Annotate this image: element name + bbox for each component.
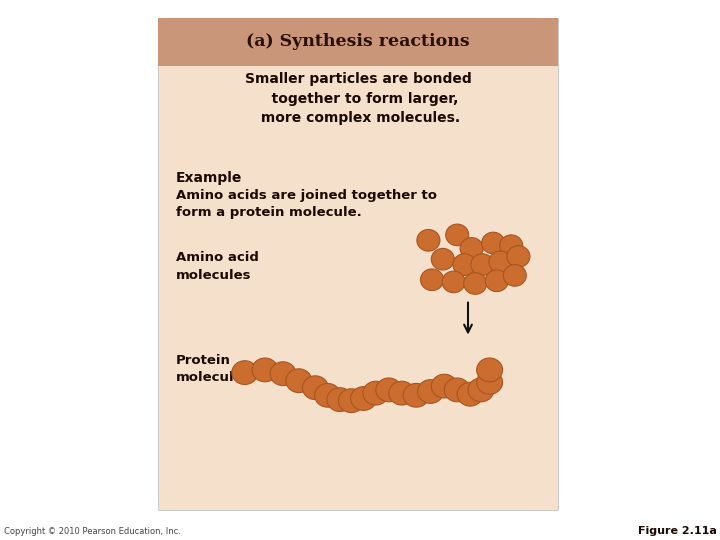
Ellipse shape (403, 383, 429, 407)
Ellipse shape (431, 374, 457, 398)
Text: (a) Synthesis reactions: (a) Synthesis reactions (246, 33, 470, 50)
Ellipse shape (464, 273, 487, 294)
FancyBboxPatch shape (158, 18, 558, 65)
Ellipse shape (327, 388, 353, 411)
Ellipse shape (444, 378, 470, 402)
Ellipse shape (442, 271, 465, 293)
Ellipse shape (376, 378, 402, 402)
Ellipse shape (252, 358, 278, 382)
Ellipse shape (468, 378, 494, 402)
Ellipse shape (431, 248, 454, 270)
Ellipse shape (477, 370, 503, 394)
Ellipse shape (507, 246, 530, 267)
Text: Protein
molecule: Protein molecule (176, 354, 243, 384)
Text: Example: Example (176, 171, 243, 185)
Ellipse shape (485, 270, 508, 292)
Ellipse shape (315, 383, 341, 407)
Ellipse shape (457, 382, 483, 406)
Text: Copyright © 2010 Pearson Education, Inc.: Copyright © 2010 Pearson Education, Inc. (4, 526, 181, 536)
Ellipse shape (418, 380, 444, 403)
Ellipse shape (232, 361, 258, 384)
Text: Smaller particles are bonded
   together to form larger,
 more complex molecules: Smaller particles are bonded together to… (245, 72, 472, 125)
Ellipse shape (351, 387, 377, 410)
Ellipse shape (482, 232, 505, 254)
Ellipse shape (286, 369, 312, 393)
Ellipse shape (302, 376, 328, 400)
Text: Figure 2.11a: Figure 2.11a (637, 525, 716, 536)
Text: Amino acids are joined together to
form a protein molecule.: Amino acids are joined together to form … (176, 188, 437, 219)
Ellipse shape (453, 254, 476, 275)
Ellipse shape (363, 381, 389, 405)
Ellipse shape (489, 251, 512, 273)
Text: Amino acid
molecules: Amino acid molecules (176, 251, 259, 281)
FancyBboxPatch shape (158, 18, 558, 510)
Ellipse shape (270, 362, 296, 386)
Ellipse shape (471, 254, 494, 275)
Ellipse shape (338, 389, 364, 413)
Ellipse shape (503, 265, 526, 286)
Ellipse shape (389, 381, 415, 405)
Ellipse shape (460, 238, 483, 259)
Ellipse shape (477, 358, 503, 382)
Ellipse shape (500, 235, 523, 256)
Ellipse shape (446, 224, 469, 246)
Ellipse shape (417, 230, 440, 251)
FancyArrowPatch shape (464, 302, 472, 333)
Ellipse shape (420, 269, 444, 291)
